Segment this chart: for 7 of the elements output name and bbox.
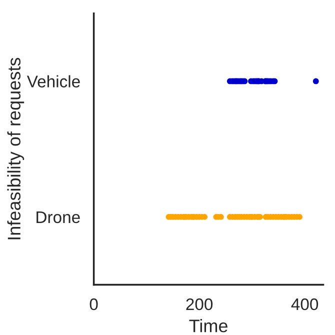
y-tick-label: Drone — [36, 211, 80, 224]
x-tick-label: 0 — [90, 298, 98, 310]
x-tick-label: 400 — [291, 298, 318, 310]
x-axis-title: Time — [189, 319, 228, 332]
x-tick-label: 200 — [186, 298, 213, 310]
y-axis-title: Infeasibility of requests — [7, 58, 24, 240]
y-tick-label: Vehicle — [26, 75, 80, 88]
